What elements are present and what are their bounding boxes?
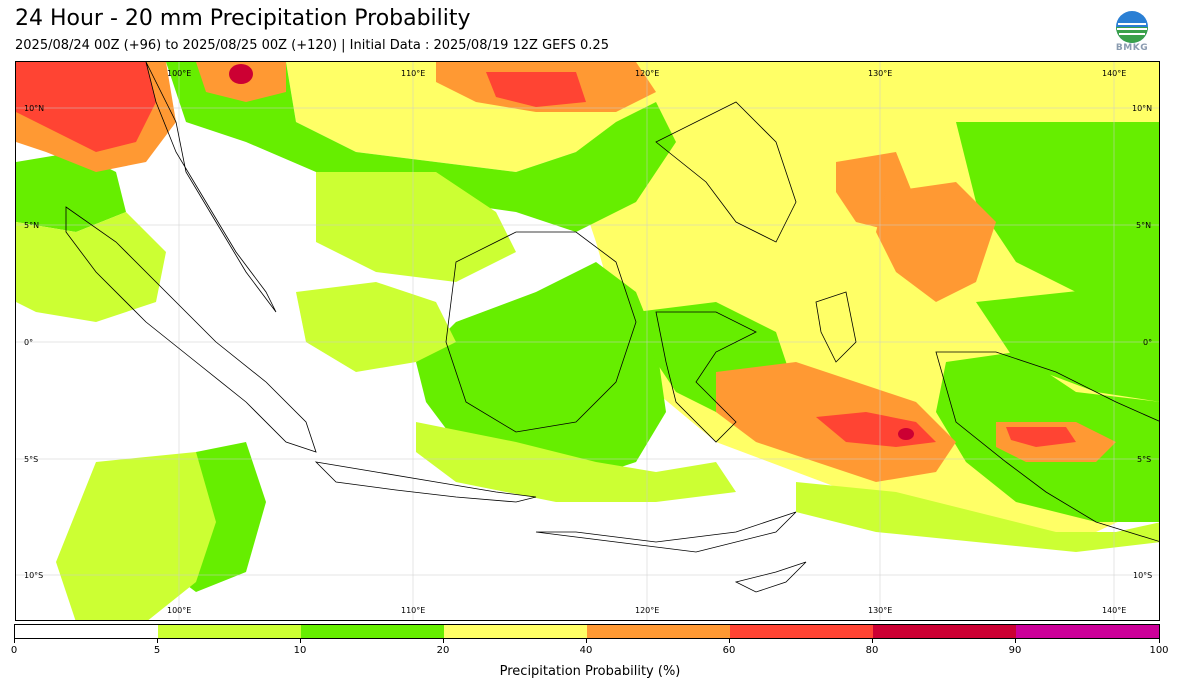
colorbar-tick — [300, 639, 301, 643]
colorbar-tick — [1015, 639, 1016, 643]
green-band-west — [16, 152, 126, 232]
lon-label-bottom: 100°E — [167, 606, 191, 615]
lat-label-right: 10°S — [1133, 571, 1152, 580]
colorbar-tick-label: 60 — [722, 645, 736, 656]
colorbar-tick — [157, 639, 158, 643]
coast-sulawesi — [655, 311, 757, 443]
colorbar-tick — [729, 639, 730, 643]
colorbar-tick-label: 40 — [579, 645, 593, 656]
colorbar-tick-label: 90 — [1008, 645, 1022, 656]
red-blob-north — [486, 72, 586, 107]
colorbar-segment-60-80 — [730, 625, 873, 638]
lon-label-top: 130°E — [868, 69, 892, 78]
green-band-north — [166, 62, 676, 232]
darkred-core-banda — [898, 428, 914, 440]
chart-title: 24 Hour - 20 mm Precipitation Probabilit… — [15, 6, 471, 31]
lat-label-right: 0° — [1143, 338, 1152, 347]
colorbar-tick-label: 100 — [1149, 645, 1169, 656]
graticule — [16, 62, 1159, 620]
lon-label-bottom: 110°E — [401, 606, 425, 615]
colorbar-axis-label: Precipitation Probability (%) — [499, 664, 681, 679]
colorbar-tick — [14, 639, 15, 643]
colorbar-tick-label: 10 — [293, 645, 307, 656]
lat-label-left: 10°N — [24, 104, 44, 113]
red-blob-northwest — [16, 62, 156, 152]
colorbar-tick — [872, 639, 873, 643]
lat-label-right: 10°N — [1132, 104, 1152, 113]
colorbar-segment-5-10 — [158, 625, 301, 638]
chart-subtitle: 2025/08/24 00Z (+96) to 2025/08/25 00Z (… — [15, 38, 609, 53]
green-band-borneo — [416, 262, 666, 482]
lat-label-right: 5°N — [1136, 221, 1151, 230]
lightgreen-band-southeast — [796, 482, 1159, 552]
colorbar-segment-20-40 — [444, 625, 587, 638]
colorbar-tick — [586, 639, 587, 643]
orange-blob-pacific — [876, 182, 996, 302]
lon-label-top: 140°E — [1102, 69, 1126, 78]
lat-label-left: 5°N — [24, 221, 39, 230]
colorbar-tick-label: 80 — [865, 645, 879, 656]
lat-label-left: 10°S — [24, 571, 43, 580]
coast-timor — [734, 561, 807, 593]
colorbar-tick-label: 0 — [10, 645, 18, 656]
lon-label-bottom: 140°E — [1102, 606, 1126, 615]
lightgreen-band-southwest — [56, 452, 216, 620]
logo-label: BMKG — [1115, 43, 1149, 53]
coast-borneo — [445, 231, 637, 433]
red-blob-papua — [1006, 427, 1076, 447]
colorbar-segment-0-5 — [15, 625, 158, 638]
lightgreen-band-south — [416, 422, 736, 502]
coast-halmahera — [815, 291, 857, 363]
colorbar-tick-label: 20 — [436, 645, 450, 656]
green-band-east — [956, 122, 1159, 302]
darkred-core-northwest — [229, 64, 253, 84]
colorbar-segment-90-100 — [1016, 625, 1159, 638]
colorbar — [14, 624, 1160, 639]
lon-label-bottom: 120°E — [635, 606, 659, 615]
lat-label-right: 5°S — [1137, 455, 1151, 464]
lat-label-left: 5°S — [24, 455, 38, 464]
lon-label-bottom: 130°E — [868, 606, 892, 615]
colorbar-segment-80-90 — [873, 625, 1016, 638]
colorbar-tick-label: 5 — [153, 645, 161, 656]
coast-papua — [935, 351, 1159, 542]
coastlines — [65, 62, 1159, 593]
lon-label-top: 110°E — [401, 69, 425, 78]
bmkg-logo-icon — [1116, 11, 1148, 43]
precipitation-map: 100°E 110°E 120°E 130°E 140°E 100°E 110°… — [15, 61, 1160, 621]
lightgreen-band-sumatra — [16, 212, 166, 322]
lon-label-top: 120°E — [635, 69, 659, 78]
lon-label-top: 100°E — [167, 69, 191, 78]
colorbar-segment-10-20 — [301, 625, 444, 638]
colorbar-segment-40-60 — [587, 625, 730, 638]
coast-malay-peninsula — [145, 62, 277, 313]
lightgreen-band-north-central — [316, 172, 516, 282]
colorbar-tick — [1159, 639, 1160, 643]
coast-lesser-sunda — [535, 511, 797, 553]
coast-java — [314, 461, 537, 503]
lightgreen-band-java-sea — [296, 282, 456, 372]
coast-philippines — [655, 101, 797, 243]
coast-sumatra — [65, 206, 317, 453]
lat-label-left: 0° — [24, 338, 33, 347]
colorbar-tick — [443, 639, 444, 643]
